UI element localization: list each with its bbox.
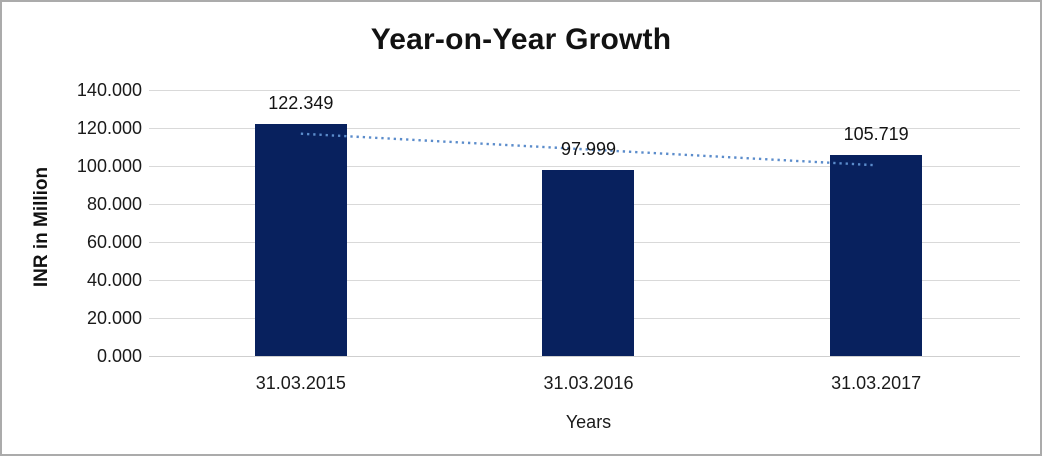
bar-value-label: 122.349 [268,92,334,113]
y-tick-label: 140.000 [76,80,142,100]
y-tick-label: 20.000 [86,308,142,328]
gridline [149,356,1020,357]
bar-31.03.2016 [542,169,635,356]
bar-value-label: 97.999 [560,138,617,159]
x-tick-label: 31.03.2017 [831,373,922,393]
bar-slot: 105.719 [732,90,1020,356]
gridline [149,166,1020,167]
x-axis-title: Years [565,412,612,432]
x-tick-label: 31.03.2015 [255,373,346,393]
y-tick-label: 40.000 [86,270,142,290]
y-tick-label: 60.000 [86,232,142,252]
bar-slot: 97.999 [445,90,733,356]
chart-title: Year-on-Year Growth [370,23,672,56]
gridline [149,128,1020,129]
bar-31.03.2017 [830,155,923,356]
plot-area: 122.349 97.999 105.719 [149,90,1020,357]
y-tick-label: 100.000 [76,156,142,176]
y-tick-label: 120.000 [76,118,142,138]
gridline [149,90,1020,91]
bar-value-label: 105.719 [843,124,909,145]
y-tick-label: 0.000 [96,346,142,366]
x-tick-label: 31.03.2016 [543,373,634,393]
y-tick-label: 80.000 [86,194,142,214]
bar-slot: 122.349 [157,90,445,356]
bar-31.03.2015 [254,123,347,356]
